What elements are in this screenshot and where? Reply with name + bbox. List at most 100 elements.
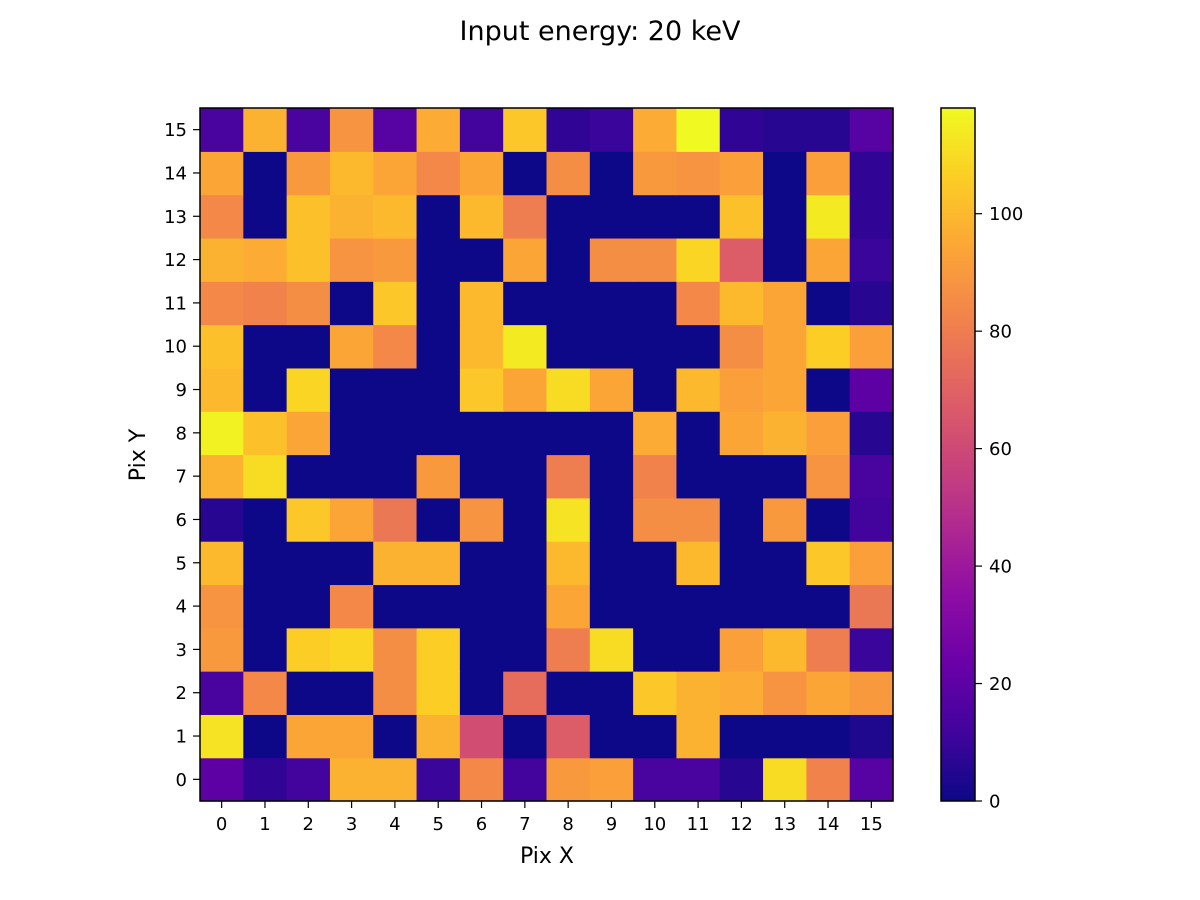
heatmap-cell	[286, 714, 331, 759]
heatmap-cell	[763, 454, 807, 499]
heatmap-cell	[849, 584, 894, 629]
heatmap-cell	[286, 367, 331, 412]
heatmap-cell	[286, 627, 331, 672]
y-axis-label: Pix Y	[126, 428, 151, 481]
x-tick-label: 4	[389, 814, 400, 835]
heatmap-cell	[806, 627, 851, 672]
heatmap-cell	[373, 497, 418, 542]
heatmap-cell	[329, 541, 374, 586]
heatmap-cell	[763, 627, 807, 672]
heatmap-cell	[503, 281, 548, 326]
heatmap-cell	[416, 714, 461, 759]
heatmap-cell	[373, 281, 418, 326]
heatmap-cell	[806, 757, 851, 802]
heatmap-cell	[719, 714, 764, 759]
heatmap-cell	[243, 714, 288, 759]
x-tick-label: 15	[860, 814, 883, 835]
heatmap-cell	[329, 714, 374, 759]
chart-title: Input energy: 20 keV	[460, 16, 742, 47]
heatmap-cell	[416, 454, 461, 499]
heatmap-cell	[503, 367, 548, 412]
heatmap-cell	[373, 411, 418, 456]
heatmap-cell	[676, 757, 721, 802]
heatmap-cell	[849, 324, 894, 369]
y-tick-label: 7	[176, 467, 187, 488]
heatmap-cell	[763, 151, 807, 196]
heatmap-cell	[763, 541, 807, 586]
heatmap-cell	[503, 497, 548, 542]
heatmap-cell	[633, 671, 678, 715]
heatmap-cell	[546, 108, 591, 152]
heatmap-cell	[373, 237, 418, 282]
heatmap-cell	[459, 237, 504, 282]
heatmap-cell	[676, 714, 721, 759]
heatmap-cell	[459, 541, 504, 586]
heatmap-cell	[243, 194, 288, 239]
heatmap-cell	[416, 237, 461, 282]
heatmap-cell	[806, 497, 851, 542]
heatmap-cell	[849, 541, 894, 586]
heatmap-cell	[546, 714, 591, 759]
heatmap-cell	[286, 411, 331, 456]
heatmap-cell	[763, 237, 807, 282]
heatmap-cell	[373, 324, 418, 369]
heatmap-cell	[286, 194, 331, 239]
heatmap-cell	[243, 541, 288, 586]
heatmap-cell	[200, 411, 244, 456]
heatmap-cell	[589, 671, 634, 715]
heatmap-cell	[459, 497, 504, 542]
heatmap-cell	[286, 237, 331, 282]
heatmap-cell	[589, 541, 634, 586]
x-tick-label: 3	[346, 814, 357, 835]
heatmap-cell	[459, 454, 504, 499]
heatmap-cell	[719, 108, 764, 152]
heatmap-cell	[546, 367, 591, 412]
heatmap-cell	[286, 497, 331, 542]
colorbar-tick-label: 100	[989, 204, 1023, 225]
y-tick-label: 9	[176, 380, 187, 401]
colorbar-tick-label: 60	[989, 439, 1012, 460]
heatmap-cell	[806, 324, 851, 369]
heatmap-cell	[849, 714, 894, 759]
heatmap-cell	[286, 757, 331, 802]
heatmap-cell	[200, 584, 244, 629]
heatmap-cell	[589, 281, 634, 326]
heatmap-cell	[503, 671, 548, 715]
heatmap-cell	[373, 627, 418, 672]
heatmap-cell	[503, 194, 548, 239]
heatmap-cell	[719, 151, 764, 196]
y-tick-label: 13	[164, 207, 187, 228]
heatmap-cell	[849, 411, 894, 456]
heatmap-cell	[806, 367, 851, 412]
heatmap-cell	[243, 671, 288, 715]
heatmap-cell	[416, 497, 461, 542]
heatmap-cell	[329, 281, 374, 326]
heatmap-cell	[243, 584, 288, 629]
heatmap-cell	[546, 627, 591, 672]
heatmap-cell	[589, 367, 634, 412]
heatmap-cell	[243, 151, 288, 196]
y-tick-label: 12	[164, 250, 187, 271]
heatmap-cell	[806, 411, 851, 456]
heatmap-cell	[763, 757, 807, 802]
colorbar	[941, 108, 975, 801]
heatmap-cell	[719, 411, 764, 456]
heatmap-cell	[676, 151, 721, 196]
heatmap-cell	[329, 194, 374, 239]
heatmap-cell	[763, 108, 807, 152]
heatmap-cell	[459, 714, 504, 759]
x-tick-label: 8	[562, 814, 573, 835]
heatmap-cell	[459, 671, 504, 715]
heatmap-cell	[676, 541, 721, 586]
heatmap-cell	[416, 757, 461, 802]
heatmap-cell	[849, 151, 894, 196]
heatmap-cell	[633, 151, 678, 196]
x-tick-label: 1	[259, 814, 270, 835]
heatmap-cell	[416, 411, 461, 456]
heatmap-cell	[763, 324, 807, 369]
heatmap-cell	[503, 584, 548, 629]
x-tick-label: 13	[773, 814, 796, 835]
heatmap-cell	[200, 497, 244, 542]
heatmap-cell	[589, 627, 634, 672]
